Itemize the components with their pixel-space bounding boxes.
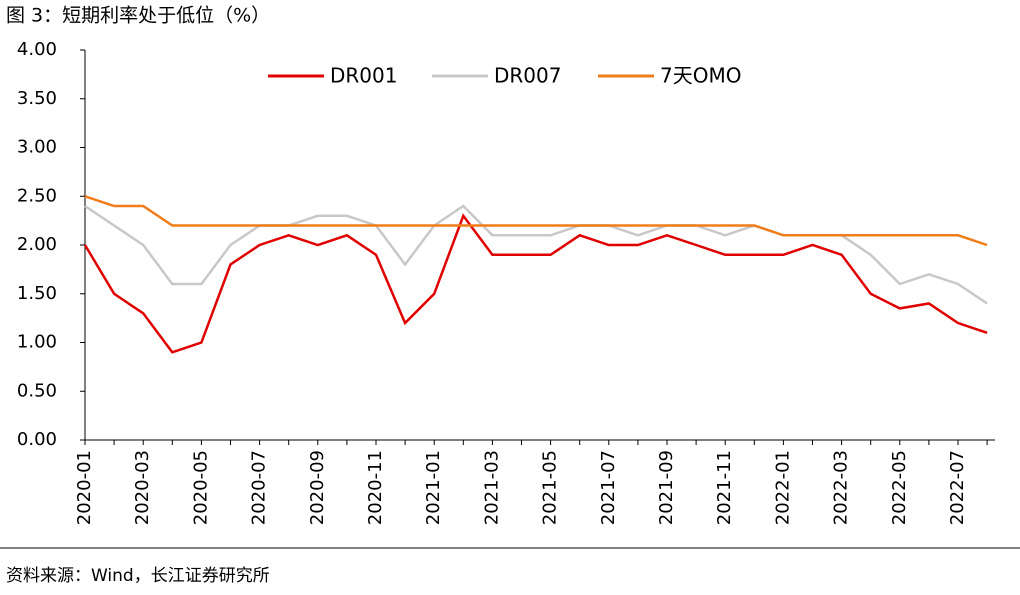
y-tick-label: 2.50: [17, 185, 57, 206]
y-tick-label: 1.00: [17, 332, 57, 353]
x-tick-label: 2020-11: [365, 450, 386, 525]
series-line: [84, 195, 988, 247]
y-tick-label: 0.00: [17, 429, 57, 450]
source-note: 资料来源：Wind，长江证券研究所: [6, 566, 270, 586]
y-tick-label: 3.00: [17, 137, 57, 158]
x-tick-label: 2020-07: [249, 450, 270, 525]
legend-label: DR007: [494, 64, 561, 88]
x-tick-label: 2022-03: [831, 450, 852, 525]
x-tick-label: 2021-11: [714, 450, 735, 525]
y-tick-label: 4.00: [17, 39, 57, 60]
x-tick-label: 2021-05: [540, 450, 561, 525]
x-tick-label: 2020-03: [132, 450, 153, 525]
legend-label: 7天OMO: [660, 64, 741, 88]
x-tick-label: 2020-09: [307, 450, 328, 525]
y-tick-label: 0.50: [17, 380, 57, 401]
chart-title: 图 3：短期利率处于低位（%）: [6, 5, 270, 27]
x-tick-label: 2022-01: [772, 450, 793, 525]
y-tick-label: 3.50: [17, 88, 57, 109]
y-tick-label: 2.00: [17, 234, 57, 255]
x-tick-label: 2022-05: [889, 450, 910, 525]
x-tick-label: 2022-07: [947, 450, 968, 525]
x-tick-label: 2021-03: [481, 450, 502, 525]
x-tick-label: 2020-01: [74, 450, 95, 525]
x-tick-label: 2021-07: [598, 450, 619, 525]
x-tick-label: 2021-01: [423, 450, 444, 525]
x-tick-label: 2021-09: [656, 450, 677, 525]
series-line: [83, 213, 988, 354]
y-tick-label: 1.50: [17, 283, 57, 304]
legend-label: DR001: [330, 64, 397, 88]
x-tick-label: 2020-05: [190, 450, 211, 525]
